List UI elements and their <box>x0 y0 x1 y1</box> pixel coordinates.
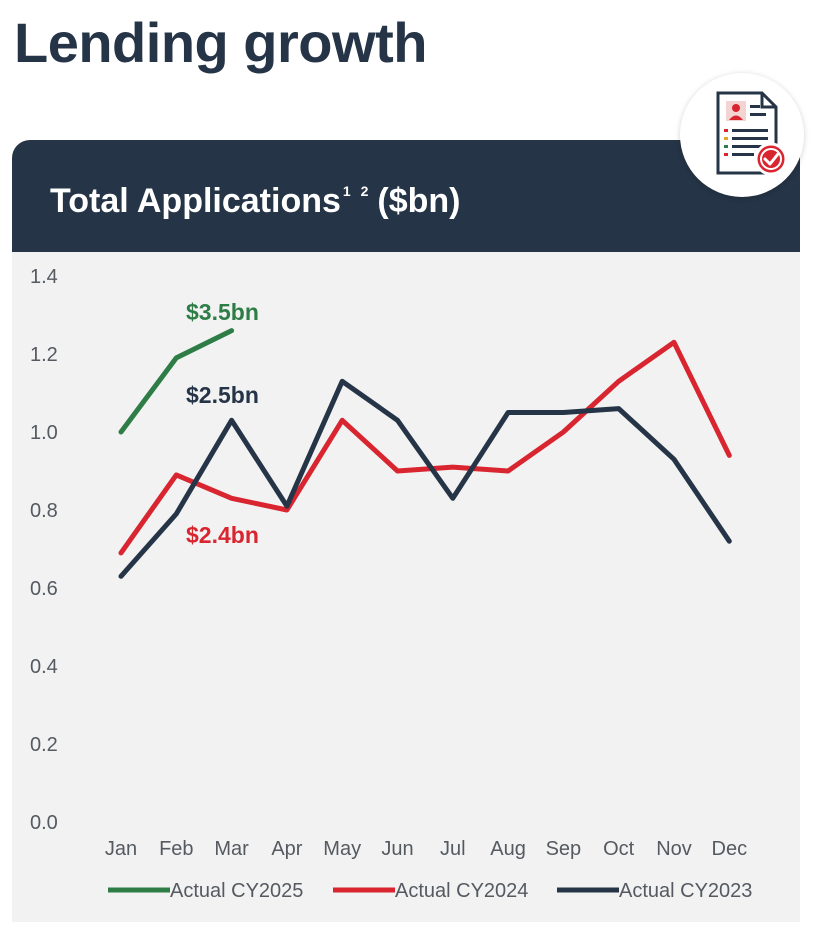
x-tick-label: Nov <box>656 838 692 860</box>
legend: Actual CY2025 Actual CY2024 Actual CY2023 <box>108 880 752 902</box>
x-tick-label: Dec <box>712 838 748 860</box>
y-tick-label: 0.6 <box>30 578 58 600</box>
line-chart: 0.0 0.2 0.4 0.6 0.8 1.0 1.2 1.4 Jan Feb Mar Apr May… <box>30 266 752 902</box>
x-tick-label: Oct <box>603 838 635 860</box>
callout-actual-cy2025: $3.5bn <box>186 299 259 325</box>
x-tick-label: Sep <box>546 838 582 860</box>
document-check-icon <box>680 73 804 197</box>
legend-label: Actual CY2023 <box>619 880 752 902</box>
series-callouts: $3.5bn $2.5bn $2.4bn <box>186 299 259 548</box>
series-line-actual-cy2025 <box>118 328 235 435</box>
callout-actual-cy2024: $2.4bn <box>186 522 259 548</box>
page-title: Lending growth <box>14 11 427 74</box>
x-tick-label: Jan <box>105 838 137 860</box>
chart-title-footnotes: 1 2 <box>342 182 372 199</box>
x-tick-label: Feb <box>159 838 193 860</box>
y-tick-label: 0.0 <box>30 812 58 834</box>
y-tick-label: 1.4 <box>30 266 58 288</box>
x-axis: Jan Feb Mar Apr May Jun Jul Aug Sep Oct Nov Dec <box>105 838 747 860</box>
y-tick-label: 0.4 <box>30 656 58 678</box>
y-tick-label: 0.2 <box>30 734 58 756</box>
x-tick-label: May <box>323 838 361 860</box>
y-tick-label: 1.0 <box>30 422 58 444</box>
chart-header: Total Applications 1 2 ($bn) <box>12 140 800 252</box>
series-line-actual-cy2024 <box>118 339 732 556</box>
x-tick-label: Mar <box>214 838 249 860</box>
x-tick-label: Aug <box>490 838 526 860</box>
series-line-actual-cy2023 <box>118 378 732 579</box>
chart-title: Total Applications 1 2 ($bn) <box>50 182 460 221</box>
y-axis: 0.0 0.2 0.4 0.6 0.8 1.0 1.2 1.4 <box>30 266 58 834</box>
y-tick-label: 0.8 <box>30 500 58 522</box>
chart-title-unit: ($bn) <box>377 181 461 220</box>
callout-actual-cy2023: $2.5bn <box>186 382 259 408</box>
legend-label: Actual CY2024 <box>395 880 528 902</box>
series-layer <box>118 328 732 579</box>
x-tick-label: Jun <box>381 838 413 860</box>
y-tick-label: 1.2 <box>30 344 58 366</box>
x-tick-label: Apr <box>271 838 302 860</box>
x-tick-label: Jul <box>440 838 466 860</box>
chart-card: Total Applications 1 2 ($bn) <box>12 140 800 922</box>
legend-label: Actual CY2025 <box>170 880 303 902</box>
chart-title-text: Total Applications <box>50 181 341 220</box>
